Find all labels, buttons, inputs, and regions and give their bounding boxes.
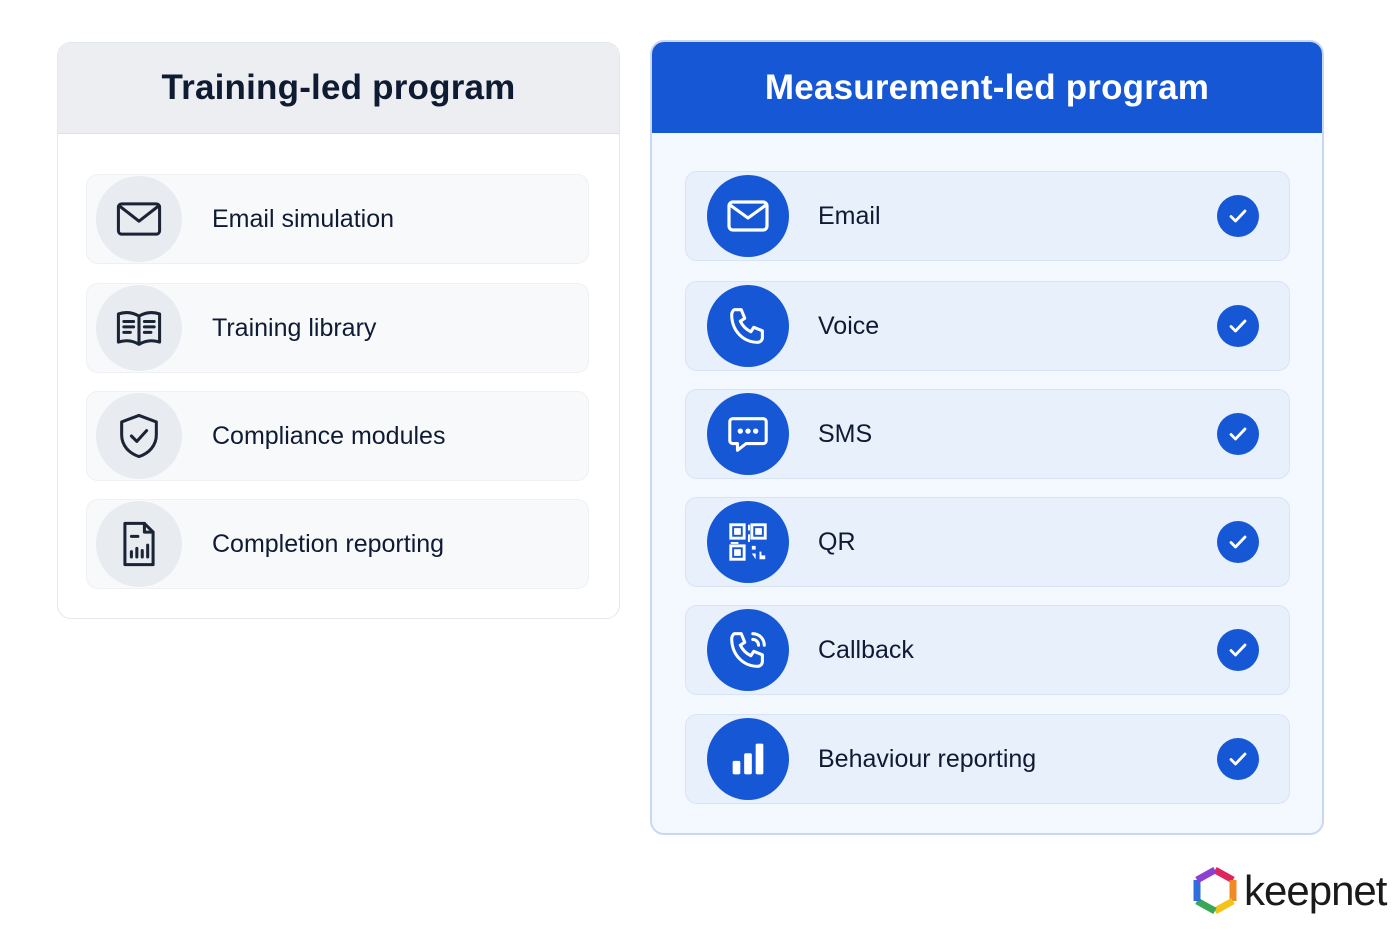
- list-item-email-simulation: Email simulation: [86, 174, 589, 264]
- measurement-led-title: Measurement-led program: [764, 67, 1210, 107]
- list-item-callback: Callback: [685, 605, 1290, 695]
- shield-check-icon: [96, 393, 182, 479]
- book-icon: [96, 285, 182, 371]
- measurement-led-panel: Measurement-led program Email Voice SMS: [650, 40, 1324, 835]
- list-item-email: Email: [685, 171, 1290, 261]
- list-item-qr: QR: [685, 497, 1290, 587]
- phone-ringing-icon: [707, 609, 789, 691]
- list-item-sms: SMS: [685, 389, 1290, 479]
- list-item-label: Voice: [818, 311, 880, 340]
- measurement-led-header: Measurement-led program: [652, 42, 1322, 133]
- checkmark-icon: [1217, 305, 1259, 347]
- keepnet-logo-mark-icon: [1193, 866, 1237, 915]
- keepnet-logo: keepnet: [1188, 864, 1387, 918]
- list-item-label: Behaviour reporting: [818, 744, 1037, 773]
- training-led-panel: Training-led program Email simulation Tr…: [57, 42, 620, 619]
- checkmark-icon: [1217, 738, 1259, 780]
- training-led-header: Training-led program: [58, 43, 619, 134]
- envelope-icon: [96, 176, 182, 262]
- phone-icon: [707, 285, 789, 367]
- logo-wordmark: keepnet: [1244, 867, 1387, 914]
- report-document-icon: [96, 501, 182, 587]
- qr-code-icon: [707, 501, 789, 583]
- list-item-training-library: Training library: [86, 283, 589, 373]
- list-item-label: Compliance modules: [212, 421, 446, 450]
- list-item-label: QR: [818, 527, 856, 556]
- training-led-title: Training-led program: [161, 68, 516, 107]
- list-item-completion-reporting: Completion reporting: [86, 499, 589, 589]
- list-item-label: Email: [818, 201, 881, 230]
- envelope-icon: [707, 175, 789, 257]
- list-item-label: SMS: [818, 419, 873, 448]
- bar-chart-icon: [707, 718, 789, 800]
- list-item-compliance-modules: Compliance modules: [86, 391, 589, 481]
- chat-bubble-icon: [707, 393, 789, 475]
- list-item-behaviour-reporting: Behaviour reporting: [685, 714, 1290, 804]
- list-item-label: Completion reporting: [212, 529, 445, 558]
- list-item-voice: Voice: [685, 281, 1290, 371]
- list-item-label: Callback: [818, 635, 914, 664]
- list-item-label: Training library: [212, 313, 377, 342]
- checkmark-icon: [1217, 629, 1259, 671]
- checkmark-icon: [1217, 195, 1259, 237]
- checkmark-icon: [1217, 413, 1259, 455]
- checkmark-icon: [1217, 521, 1259, 563]
- list-item-label: Email simulation: [212, 204, 395, 233]
